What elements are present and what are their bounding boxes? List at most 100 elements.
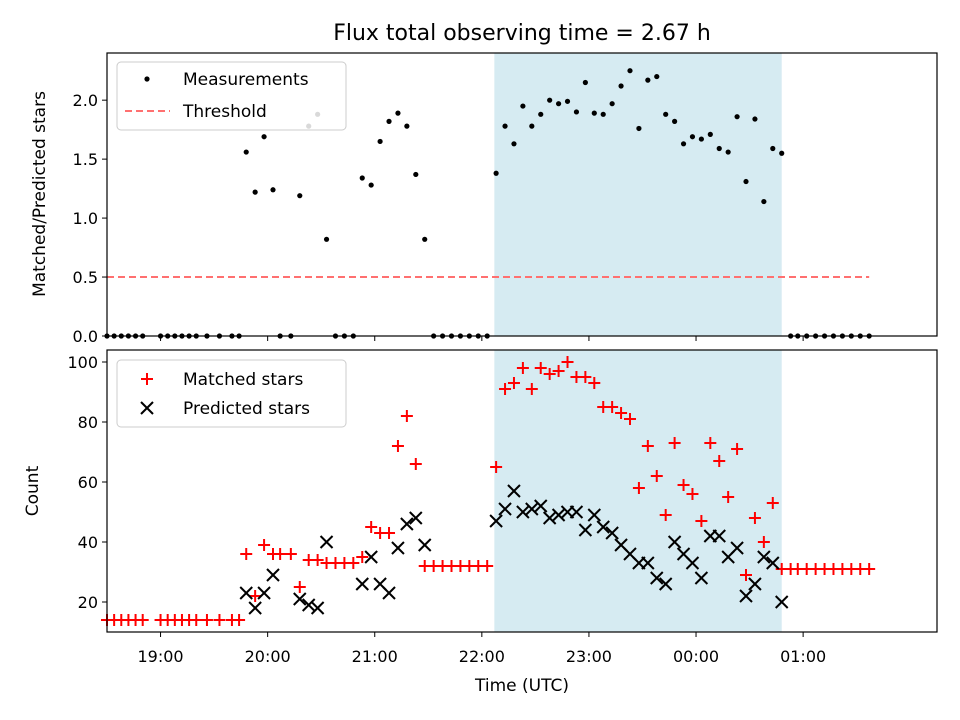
y-tick-label: 80 bbox=[78, 413, 98, 432]
measurement-point bbox=[573, 109, 580, 115]
predicted-star-point bbox=[730, 541, 744, 555]
measurement-point bbox=[636, 125, 642, 132]
measurement-point bbox=[645, 77, 651, 83]
matched-star-point bbox=[213, 614, 226, 626]
matched-star-point bbox=[516, 362, 529, 374]
predicted-star-point bbox=[364, 550, 378, 564]
measurement-point bbox=[395, 110, 401, 116]
matched-star-point bbox=[695, 515, 708, 527]
predicted-star-point bbox=[293, 592, 307, 606]
panel-count: 20 40 60 80 100 19:00 20:00 21:00 22:00 23:00 00:… bbox=[23, 349, 938, 696]
measurement-point bbox=[422, 236, 428, 242]
predicted-star-point bbox=[507, 484, 521, 498]
measurement-point bbox=[779, 150, 785, 156]
panel-count-y-ticks: 20 40 60 80 100 bbox=[67, 353, 107, 612]
matched-star-point bbox=[311, 554, 324, 566]
measurement-point bbox=[761, 198, 767, 205]
measurement-point bbox=[654, 73, 660, 80]
matched-star-point bbox=[240, 548, 253, 560]
panel-ratio-y-ticks: 0.0 0.5 1.0 1.5 2.0 bbox=[73, 91, 107, 346]
matched-star-point bbox=[274, 548, 287, 560]
matched-star-point bbox=[615, 407, 628, 419]
matched-star-point bbox=[659, 509, 672, 521]
legend-matched-label: Matched stars bbox=[183, 370, 303, 390]
measurement-point bbox=[680, 141, 687, 147]
measurement-point bbox=[743, 178, 749, 185]
matched-star-point bbox=[686, 488, 699, 500]
predicted-star-point bbox=[525, 502, 539, 516]
x-tick-label: 23:00 bbox=[566, 647, 612, 666]
measurement-point bbox=[663, 111, 669, 117]
matched-star-point bbox=[588, 377, 601, 389]
predicted-star-point bbox=[712, 529, 726, 543]
predicted-star-point bbox=[739, 589, 753, 603]
predicted-star-point bbox=[569, 505, 584, 519]
predicted-star-point bbox=[757, 550, 771, 564]
matched-star-point bbox=[668, 437, 681, 449]
predicted-star-point bbox=[605, 526, 619, 540]
matched-star-point bbox=[623, 413, 636, 425]
matched-star-point bbox=[365, 521, 378, 533]
measurement-point bbox=[689, 134, 696, 140]
measurement-point bbox=[493, 170, 499, 176]
measurement-point bbox=[529, 123, 535, 129]
legend-box bbox=[116, 359, 347, 428]
predicted-star-point bbox=[266, 568, 280, 582]
matched-star-point bbox=[233, 614, 246, 626]
measurement-point bbox=[377, 138, 383, 145]
measurement-point bbox=[297, 193, 303, 199]
y-tick-label: 1.0 bbox=[73, 209, 98, 228]
matched-star-point bbox=[713, 455, 726, 467]
measurement-point bbox=[404, 123, 410, 129]
chart-title: Flux total observing time = 2.67 h bbox=[333, 21, 711, 46]
legend-threshold-label: Threshold bbox=[182, 102, 267, 122]
matched-star-point bbox=[552, 365, 565, 377]
legend-predicted-label: Predicted stars bbox=[183, 399, 310, 419]
measurement-point bbox=[627, 68, 633, 74]
y-tick-label: 0.0 bbox=[73, 327, 98, 346]
measurement-point bbox=[323, 236, 330, 242]
predicted-star-point bbox=[596, 520, 610, 534]
matched-star-point bbox=[409, 458, 422, 470]
predicted-star-point bbox=[301, 598, 316, 612]
predicted-star-point bbox=[400, 517, 414, 531]
measurement-point bbox=[502, 123, 508, 129]
panel-ratio-legend: Measurements Threshold bbox=[116, 61, 347, 131]
measurement-point bbox=[413, 171, 419, 178]
predicted-star-point bbox=[587, 508, 601, 522]
matched-star-point bbox=[677, 479, 690, 491]
y-tick-label: 0.5 bbox=[73, 268, 98, 287]
predicted-star-point bbox=[409, 511, 423, 525]
predicted-star-point bbox=[775, 595, 789, 609]
matched-star-point bbox=[347, 557, 360, 569]
x-tick-label: 22:00 bbox=[459, 647, 505, 666]
y-tick-label: 100 bbox=[67, 353, 98, 372]
legend-measurements-label: Measurements bbox=[183, 70, 309, 90]
matched-star-point bbox=[391, 440, 404, 452]
matched-star-point bbox=[863, 563, 876, 575]
predicted-star-point bbox=[382, 586, 396, 600]
matched-star-point bbox=[490, 461, 503, 473]
matched-star-point bbox=[534, 362, 547, 374]
predicted-star-point bbox=[418, 538, 432, 552]
measurement-point bbox=[734, 114, 740, 120]
measurement-point bbox=[386, 118, 392, 124]
matched-star-point bbox=[258, 539, 271, 551]
predicted-star-point bbox=[667, 535, 682, 549]
predicted-star-point bbox=[391, 541, 405, 555]
matched-star-point bbox=[284, 548, 297, 560]
y-tick-label: 20 bbox=[78, 593, 98, 612]
measurement-point bbox=[770, 145, 776, 152]
matched-star-point bbox=[543, 368, 556, 380]
measurement-point bbox=[672, 118, 678, 124]
panel-count-frame bbox=[106, 349, 938, 633]
predicted-star-point bbox=[694, 571, 709, 585]
predicted-star-point bbox=[534, 499, 548, 513]
matched-star-point bbox=[200, 614, 213, 626]
matched-star-point bbox=[356, 551, 369, 563]
legend-matched-marker bbox=[141, 373, 153, 385]
measurement-point bbox=[270, 187, 276, 193]
matched-star-point bbox=[136, 614, 149, 626]
predicted-star-point bbox=[542, 511, 557, 525]
measurement-point bbox=[520, 103, 526, 109]
